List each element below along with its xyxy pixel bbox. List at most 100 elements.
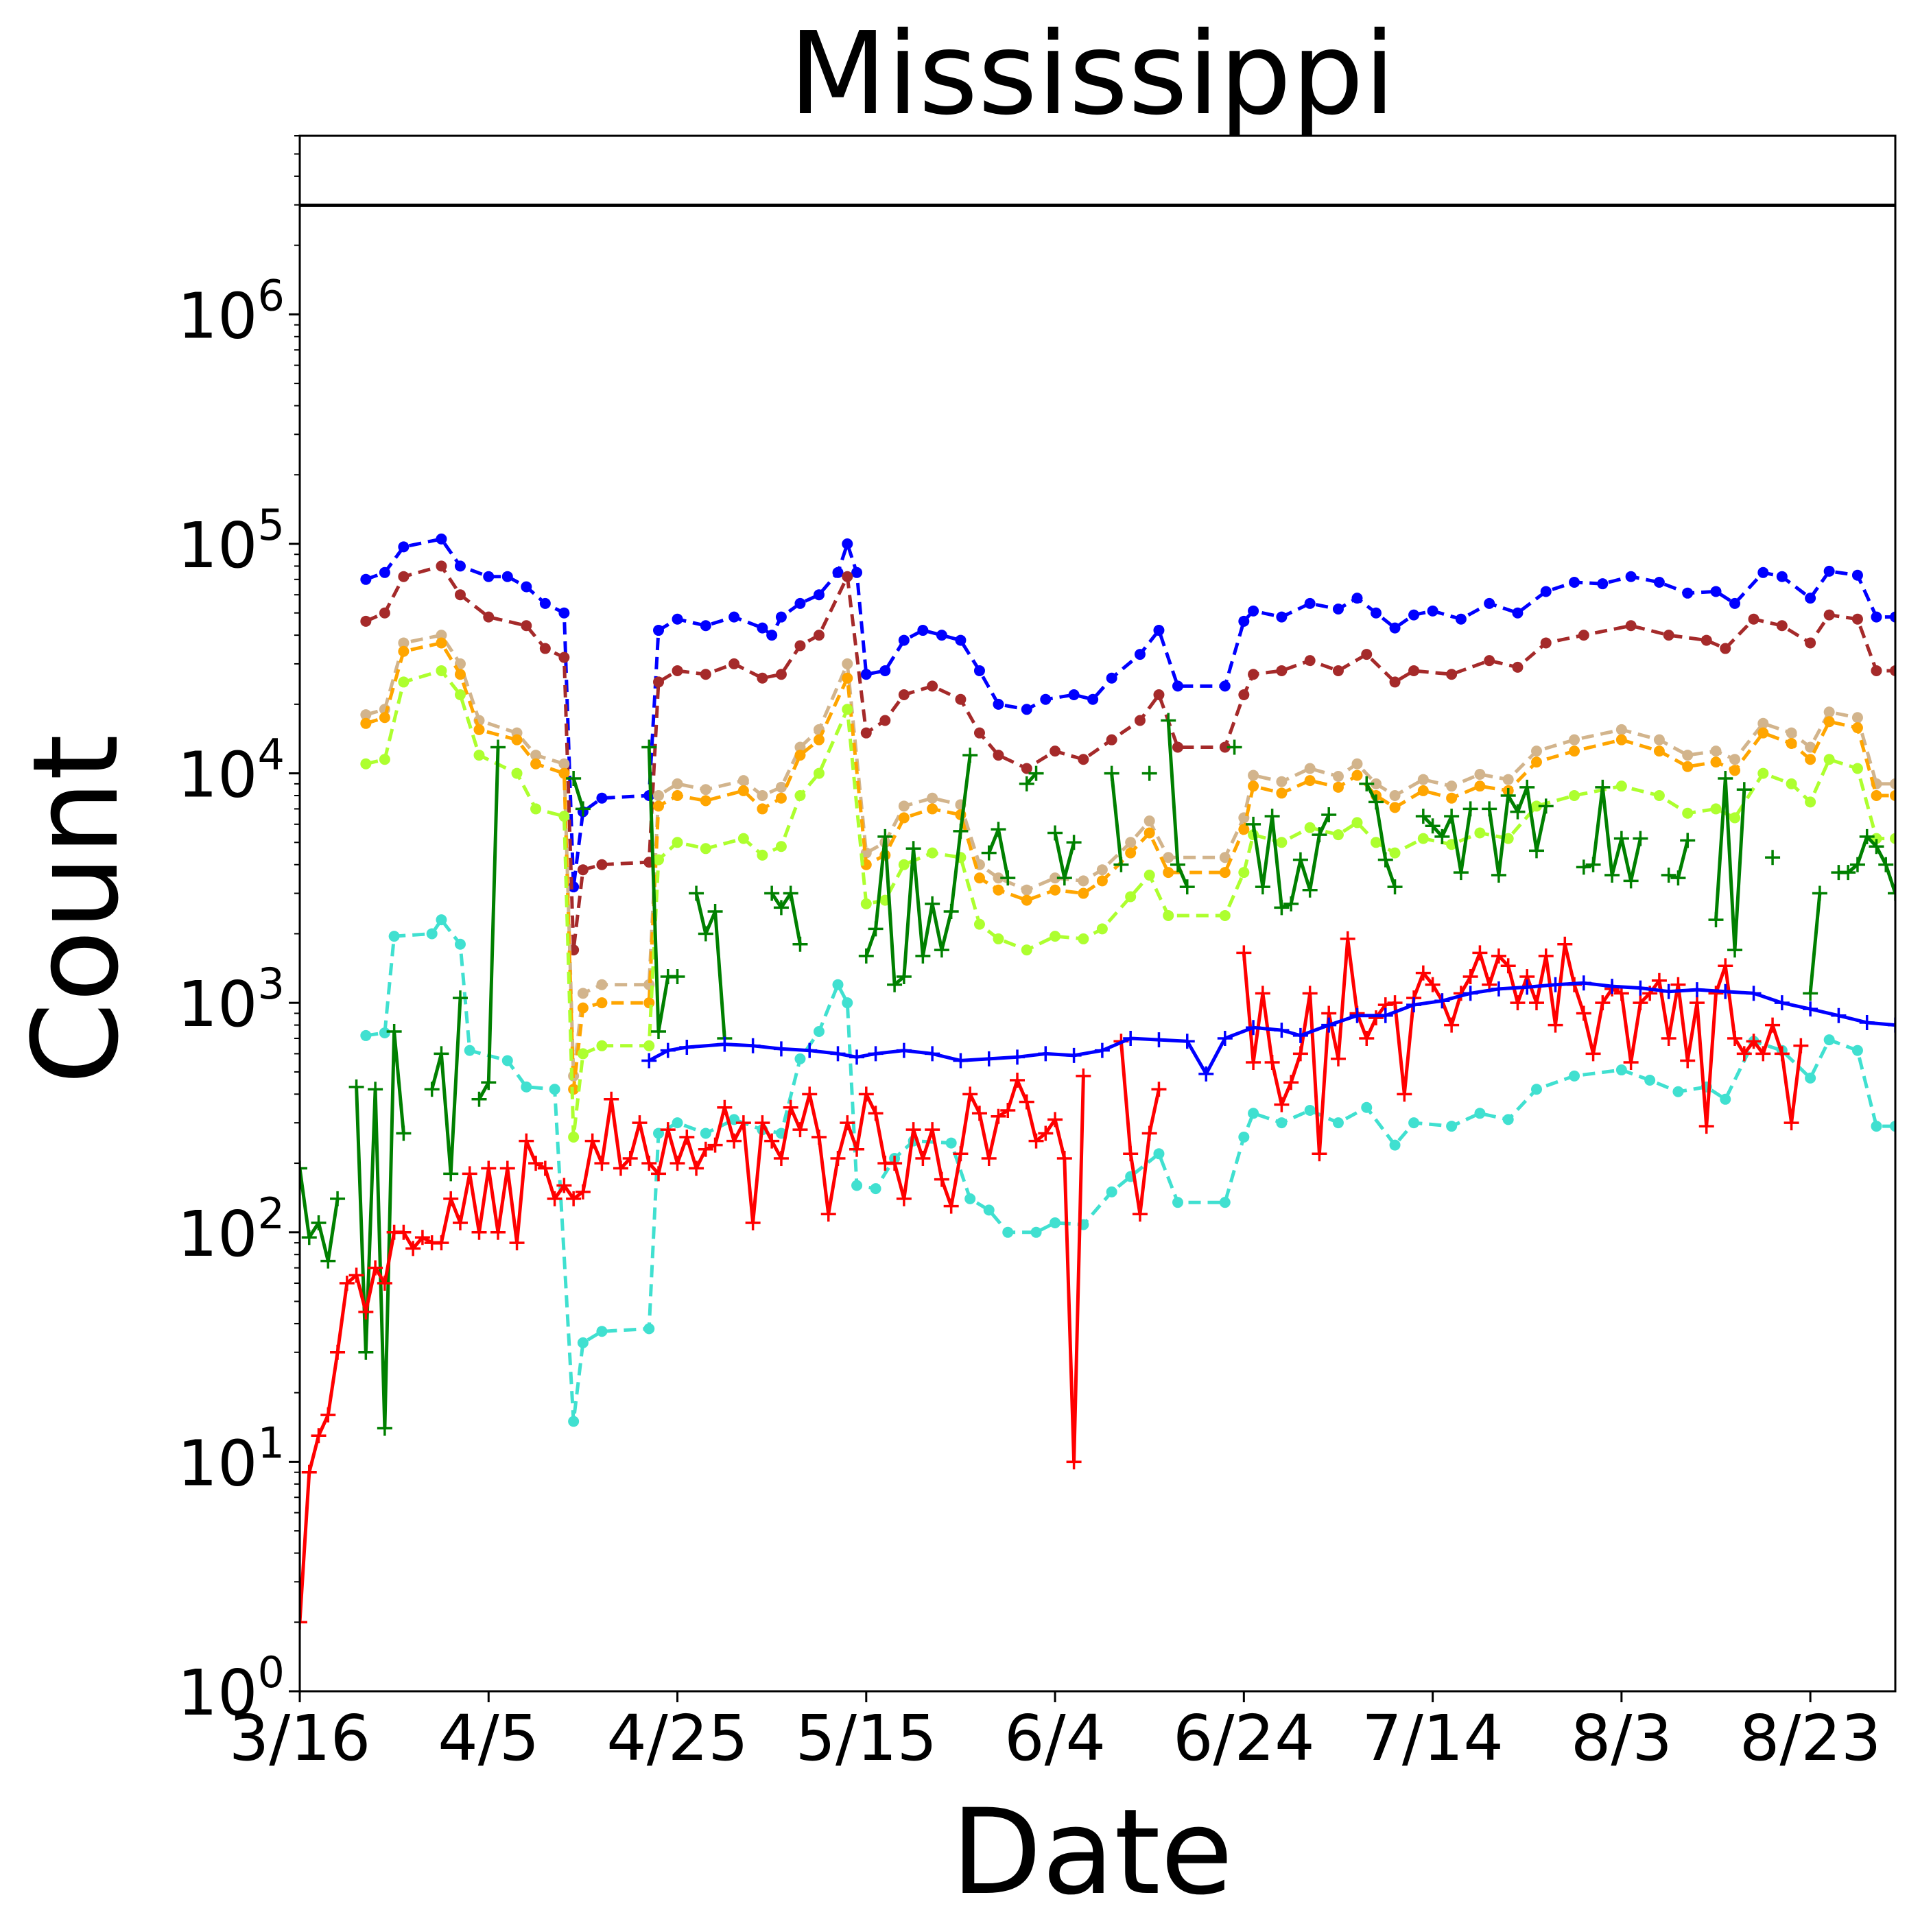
series-8-point-47 <box>726 1133 742 1149</box>
series-3-point-49 <box>1502 774 1514 785</box>
series-4-point-57 <box>1757 727 1769 739</box>
series-3-point-14 <box>653 790 665 802</box>
series-9-point-16 <box>1038 1046 1054 1062</box>
series-7-point-1 <box>300 1160 307 1176</box>
series-group <box>300 203 1895 1630</box>
series-6-point-2 <box>379 1027 390 1038</box>
series-9-point-41 <box>1718 983 1733 999</box>
series-4-point-41 <box>1304 775 1316 787</box>
series-3-point-36 <box>1163 852 1174 863</box>
series-7-point-126 <box>1803 986 1818 1001</box>
series-8-point-92 <box>1236 945 1252 961</box>
series-2-point-30 <box>1021 763 1032 774</box>
series-8-point-78 <box>1019 1094 1034 1110</box>
series-3-point-18 <box>757 790 768 802</box>
series-2-point-20 <box>794 640 806 652</box>
series-3 <box>360 630 1895 1082</box>
series-2-point-29 <box>993 750 1004 761</box>
series-5-point-11 <box>577 1048 589 1060</box>
series-7-point-103 <box>1519 779 1535 795</box>
series-2-point-28 <box>973 727 985 739</box>
series-3-point-54 <box>1682 750 1694 761</box>
series-8-point-69 <box>934 1171 949 1187</box>
series-8-point-108 <box>1387 995 1403 1011</box>
series-1-point-40 <box>1134 649 1146 660</box>
series-3-point-33 <box>1096 864 1108 876</box>
series-2-point-52 <box>1663 630 1674 641</box>
series-9-point-22 <box>1198 1066 1214 1082</box>
series-1-point-2 <box>379 567 390 578</box>
series-6-point-43 <box>1276 1117 1288 1129</box>
series-2-point-5 <box>454 589 466 601</box>
series-1-point-64 <box>1729 597 1741 609</box>
series-4-point-55 <box>1710 756 1722 768</box>
series-9-point-6 <box>773 1041 789 1057</box>
series-2-point-25 <box>898 689 910 701</box>
series-8-line-3 <box>1242 937 1803 1156</box>
series-9-point-3 <box>679 1040 695 1056</box>
series-2-point-36 <box>1172 741 1183 753</box>
series-5-point-37 <box>1219 909 1231 921</box>
y-tick-label-4: 104 <box>177 730 285 812</box>
series-8-point-87 <box>1123 1146 1139 1162</box>
series-8-point-105 <box>1359 1031 1375 1047</box>
series-6-point-51 <box>1502 1114 1514 1125</box>
series-4-point-1 <box>360 717 372 729</box>
series-5-point-32 <box>1078 933 1089 944</box>
series-6-point-40 <box>1219 1197 1231 1208</box>
series-8-point-99 <box>1302 986 1318 1001</box>
series-8-point-3 <box>311 1428 327 1444</box>
series-5-point-46 <box>1417 833 1429 844</box>
series-3-point-20 <box>794 741 806 753</box>
series-6-point-30 <box>964 1193 976 1204</box>
series-7-point-131 <box>1849 857 1865 872</box>
series-6-point-29 <box>945 1137 957 1149</box>
series-1-point-3 <box>398 541 410 553</box>
series-7-point-100 <box>1491 868 1506 883</box>
series-3-point-52 <box>1615 724 1627 735</box>
series-6-point-32 <box>1002 1226 1014 1238</box>
series-7-point-102 <box>1510 804 1526 820</box>
plot-area <box>300 203 1895 1630</box>
series-6-point-58 <box>1720 1093 1731 1105</box>
series-7-point-82 <box>1292 852 1308 868</box>
series-9-point-34 <box>1519 979 1535 995</box>
series-3-point-31 <box>1050 872 1061 884</box>
series-4-point-38 <box>1238 824 1250 835</box>
series-2-point-22 <box>842 571 853 582</box>
series-8-point-46 <box>717 1099 733 1115</box>
series-7-line-11 <box>1025 772 1038 785</box>
series-5-point-21 <box>813 767 825 779</box>
series-4-point-51 <box>1569 746 1580 757</box>
series-6 <box>360 914 1895 1427</box>
series-4-point-54 <box>1682 761 1694 772</box>
series-6-point-54 <box>1615 1064 1627 1076</box>
series-1-point-18 <box>728 611 740 623</box>
series-7-point-48 <box>915 948 931 964</box>
series-5-point-13 <box>643 1040 655 1051</box>
series-2-point-44 <box>1389 676 1401 688</box>
series-7-point-84 <box>1312 827 1327 843</box>
series-3-point-56 <box>1729 754 1741 765</box>
series-7-point-62 <box>1047 825 1063 841</box>
series-7-point-132 <box>1859 828 1875 844</box>
series-7-point-30 <box>669 969 685 985</box>
series-7-point-101 <box>1500 788 1516 804</box>
series-5-point-8 <box>530 803 542 815</box>
series-1-point-42 <box>1172 680 1183 692</box>
series-7-point-32 <box>689 885 704 901</box>
x-tick-label-8: 8/23 <box>1740 1702 1882 1775</box>
series-2-point-14 <box>653 676 665 688</box>
series-6-point-42 <box>1248 1108 1259 1119</box>
series-8-point-10 <box>377 1276 392 1291</box>
series-2-point-34 <box>1134 715 1146 726</box>
series-8-point-79 <box>1028 1133 1044 1149</box>
series-7-point-21 <box>490 739 506 755</box>
series-6-point-50 <box>1474 1108 1486 1119</box>
series-7-point-42 <box>858 948 874 964</box>
series-8-point-42 <box>679 1129 695 1145</box>
series-7-point-53 <box>962 748 978 763</box>
series-7-line-7 <box>694 892 726 1039</box>
series-9-point-28 <box>1349 1007 1365 1023</box>
series-4-point-60 <box>1823 716 1835 728</box>
